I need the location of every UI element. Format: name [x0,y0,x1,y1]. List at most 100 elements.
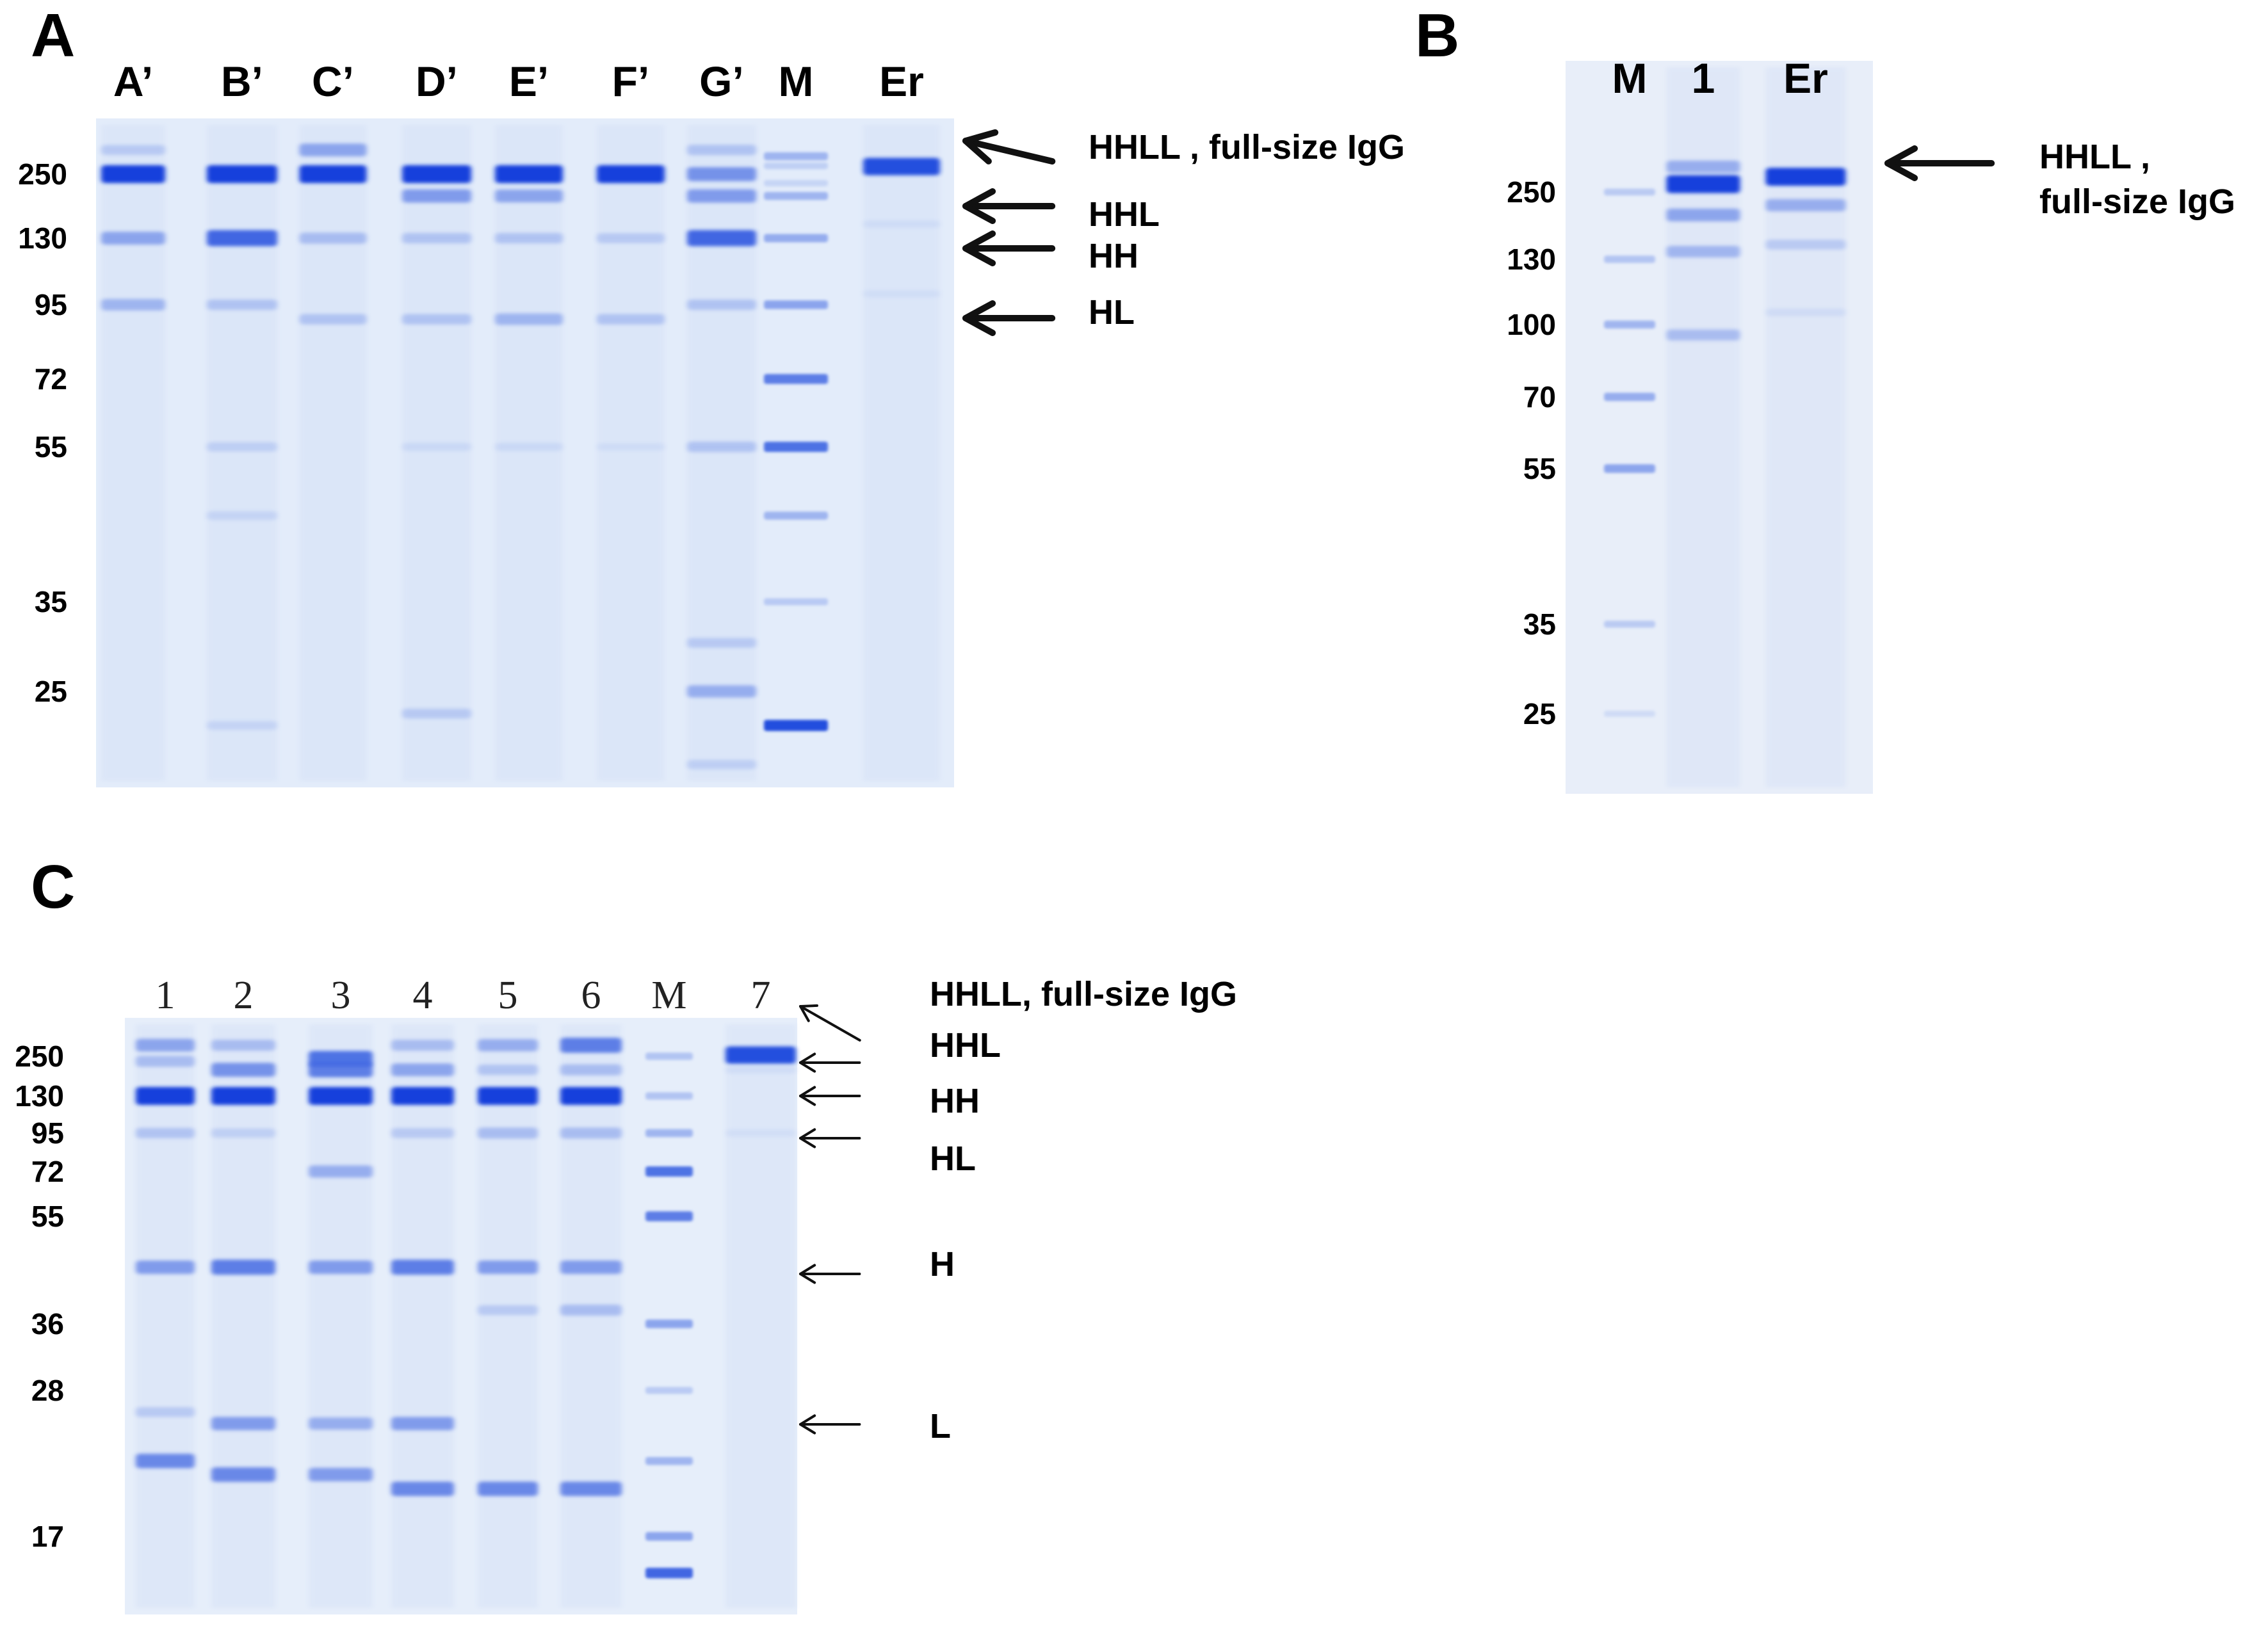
lane-smear [207,125,277,781]
lane-smear [478,1024,538,1608]
lane-smear [211,1024,275,1608]
lane-a-8 [764,152,828,731]
gel-band [309,1260,373,1274]
gel-band [207,230,277,246]
lane-smear [560,1024,622,1608]
arrow-icon [962,188,1056,225]
lane-label: 2 [234,974,254,1017]
mw-marker-label: 17 [31,1520,64,1553]
marker-band [645,1387,693,1394]
mw-marker-label: 55 [31,1200,64,1233]
gel-band [211,1128,275,1138]
gel-band [478,1260,538,1274]
lane-a-9 [863,125,940,781]
gel-band [211,1417,275,1431]
marker-band [764,234,828,243]
gel-band [687,685,756,698]
gel-band [478,1305,538,1316]
band-annotation: HHL [930,1026,1001,1065]
lane-b-2 [1666,67,1740,787]
mw-marker-label: 250 [15,1040,64,1073]
gel-band [560,1127,622,1139]
gel-band [391,1481,454,1497]
gel-band [1666,329,1740,341]
gel-band [402,232,471,244]
mw-marker-label: 250 [18,157,67,191]
gel-band [402,165,471,183]
marker-band [1604,188,1655,196]
lane-smear [495,125,563,781]
gel-band [1666,208,1740,221]
lane-label: 6 [581,974,601,1017]
lane-label: Er [879,58,924,105]
lane-a-3 [299,125,367,781]
gel-band [402,189,471,203]
lane-label: 4 [413,974,433,1017]
gel-band [391,1417,454,1431]
gel-band [211,1467,275,1482]
arrow-icon [799,1086,861,1106]
gel-band [207,165,277,183]
panel-c [125,1018,797,1614]
band-annotation: HH [1089,237,1138,275]
gel-band [309,1087,373,1105]
gel-band [402,314,471,325]
lane-c-4 [391,1024,454,1608]
band-annotation: HHL [1089,195,1160,234]
gel-band [136,1453,195,1469]
mw-marker-label: 100 [1507,308,1556,341]
gel-band [478,1481,538,1497]
gel-band [560,1481,622,1497]
gel-band [299,232,367,244]
band-annotation: HH [930,1082,980,1120]
gel-band [863,157,940,175]
arrow-icon [799,1264,861,1284]
mw-marker-label: 130 [15,1079,64,1113]
gel-band [207,442,277,452]
marker-band [645,1567,693,1579]
gel-band [391,1087,454,1105]
panel-label: C [31,853,75,921]
gel-band [597,165,665,183]
gel-band [495,442,563,451]
lane-a-4 [402,125,471,781]
gel-band [1765,199,1846,212]
gel-band [687,145,756,156]
gel-band [136,1127,195,1139]
gel-band [391,1259,454,1275]
gel-band [101,298,165,311]
mw-marker-label: 250 [1507,175,1556,209]
lane-label: F’ [612,58,650,105]
mw-marker-label: 55 [1523,452,1556,485]
gel-band [101,165,165,183]
arrow-icon [1884,145,1995,182]
band-annotation: HHLL , [2039,138,2150,176]
marker-band [764,152,828,161]
gel-band [136,1260,195,1274]
mw-marker-label: 95 [31,1116,64,1150]
lane-smear [597,125,665,781]
mw-marker-label: 55 [35,430,67,463]
gel-band [309,1165,373,1178]
lane-smear [136,1024,195,1608]
gel-band [687,441,756,453]
marker-band [645,1211,693,1221]
lane-a-6 [597,125,665,781]
marker-band [764,191,828,200]
lane-c-6 [560,1024,622,1608]
band-annotation: H [930,1245,955,1284]
lane-a-1 [101,125,165,781]
lane-c-7 [645,1052,693,1579]
lane-label: 1 [156,974,175,1017]
lane-a-2 [207,125,277,781]
gel-band [478,1065,538,1075]
lane-a-7 [687,125,756,781]
mw-marker-label: 70 [1523,380,1556,414]
gel-band [1765,308,1846,317]
marker-band [1604,620,1655,628]
panel-label: A [31,1,75,70]
lane-c-3 [309,1024,373,1608]
gel-band [136,1407,195,1417]
gel-band [299,314,367,325]
lane-smear [1765,67,1846,787]
